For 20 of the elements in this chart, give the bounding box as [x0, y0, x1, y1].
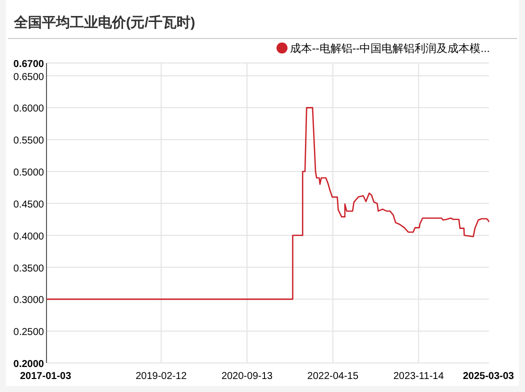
y-tick-label: 0.4500: [13, 199, 44, 210]
y-tick-label: 0.4000: [13, 231, 44, 242]
y-tick-label: 0.6700: [13, 59, 44, 70]
x-tick-label: 2019-02-12: [136, 371, 188, 382]
legend-label: 成本--电解铝--中国电解铝利润及成本模...: [290, 42, 490, 55]
y-tick-label: 0.6500: [13, 72, 44, 83]
y-tick-label: 0.6000: [13, 104, 44, 115]
x-tick-label: 2022-04-15: [307, 371, 359, 382]
y-tick-label: 0.5000: [13, 168, 44, 179]
y-tick-label: 0.2500: [13, 327, 44, 338]
line-series: [46, 107, 490, 300]
x-tick-label: 2020-09-13: [221, 371, 274, 382]
x-tick-label: 2017-01-03: [20, 371, 72, 382]
x-tick-label: 2025-03-03: [462, 371, 514, 382]
y-tick-label: 0.3000: [13, 295, 44, 306]
chart-title: 全国平均工业电价(元/千瓦时): [13, 14, 196, 30]
y-tick-label: 0.3500: [13, 263, 44, 274]
x-tick-label: 2023-11-14: [393, 371, 444, 382]
y-tick-label: 0.2000: [13, 359, 44, 370]
y-tick-label: 0.5500: [13, 136, 44, 147]
